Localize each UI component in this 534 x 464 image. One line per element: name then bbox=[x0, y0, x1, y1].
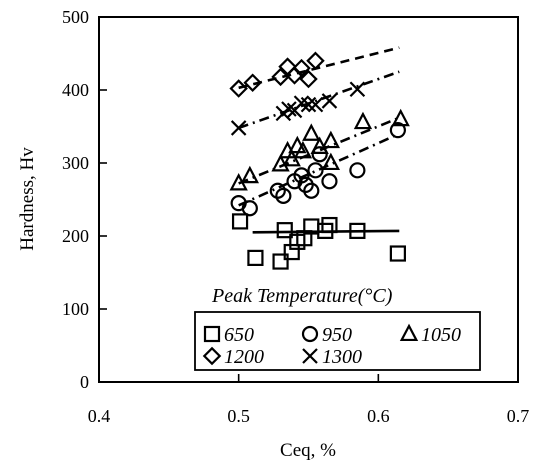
point-950 bbox=[311, 146, 328, 163]
point-650 bbox=[272, 253, 289, 270]
y-tick-label: 400 bbox=[62, 80, 89, 100]
legend-marker-1050 bbox=[399, 323, 419, 342]
point-950 bbox=[293, 167, 310, 184]
point-950 bbox=[307, 162, 324, 179]
point-950 bbox=[269, 182, 286, 199]
x-axis-title: Ceq, % bbox=[280, 440, 336, 461]
trend-line-1300 bbox=[238, 70, 400, 130]
y-tick-label: 0 bbox=[80, 372, 89, 392]
x-tick-label: 0.6 bbox=[367, 406, 390, 426]
point-1050 bbox=[293, 140, 313, 159]
trend-line-1050 bbox=[238, 116, 400, 185]
y-tick-label: 500 bbox=[62, 7, 89, 27]
point-1050 bbox=[353, 111, 373, 130]
point-1200 bbox=[306, 51, 325, 71]
plot-frame bbox=[98, 16, 519, 383]
point-1200 bbox=[292, 58, 311, 78]
point-950 bbox=[321, 173, 338, 190]
y-axis-title: Hardness, Hv bbox=[17, 147, 38, 251]
axis-ticks bbox=[99, 89, 380, 382]
point-1200 bbox=[229, 79, 248, 98]
legend-marker-950 bbox=[301, 325, 319, 343]
point-950 bbox=[389, 122, 406, 139]
legend-marker-1200 bbox=[202, 346, 222, 366]
point-1300 bbox=[281, 101, 297, 117]
legend-label-1200: 1200 bbox=[224, 346, 264, 368]
legend-label-950: 950 bbox=[322, 324, 352, 346]
point-1050 bbox=[240, 165, 260, 184]
point-650 bbox=[317, 222, 334, 239]
point-1050 bbox=[321, 130, 341, 149]
trend-line-950 bbox=[238, 132, 400, 207]
y-tick-label: 100 bbox=[62, 299, 89, 319]
point-650 bbox=[276, 222, 293, 239]
legend-title: Peak Temperature(°C) bbox=[211, 285, 393, 307]
point-1050 bbox=[302, 123, 321, 141]
x-tick-labels: 0.4 0.5 0.6 0.7 bbox=[88, 406, 530, 426]
legend-marker-1300 bbox=[302, 348, 318, 364]
y-tick-labels: 0 100 200 300 400 500 bbox=[62, 7, 89, 392]
y-tick-label: 200 bbox=[62, 226, 89, 246]
x-tick-label: 0.7 bbox=[507, 406, 530, 426]
point-1200 bbox=[299, 69, 318, 89]
point-650 bbox=[231, 213, 249, 230]
legend-label-650: 650 bbox=[224, 324, 254, 346]
legend-box bbox=[194, 311, 481, 371]
legend-label-1300: 1300 bbox=[322, 346, 362, 368]
point-1300 bbox=[307, 96, 324, 113]
trend-line-1200 bbox=[238, 46, 400, 90]
point-1050 bbox=[391, 108, 410, 127]
data-points bbox=[229, 51, 410, 270]
point-950 bbox=[241, 200, 258, 217]
point-950 bbox=[275, 187, 292, 204]
point-1300 bbox=[349, 81, 366, 98]
x-tick-label: 0.4 bbox=[88, 406, 111, 426]
point-650 bbox=[321, 216, 338, 234]
legend-label-1050: 1050 bbox=[421, 324, 461, 346]
legend: 650 950 1050 1200 1300 bbox=[194, 311, 481, 371]
point-950 bbox=[349, 162, 366, 179]
point-1300 bbox=[230, 120, 247, 136]
point-1200 bbox=[243, 73, 262, 92]
point-650 bbox=[389, 245, 406, 262]
point-950 bbox=[303, 182, 320, 199]
point-1050 bbox=[321, 152, 341, 171]
point-1300 bbox=[300, 96, 317, 113]
point-1200 bbox=[271, 67, 290, 87]
point-1300 bbox=[321, 93, 338, 109]
x-tick-label: 0.5 bbox=[227, 406, 250, 426]
point-650 bbox=[283, 243, 300, 261]
legend-marker-650 bbox=[203, 325, 221, 343]
point-650 bbox=[349, 222, 366, 239]
point-650 bbox=[247, 249, 264, 266]
y-tick-label: 300 bbox=[62, 153, 89, 173]
